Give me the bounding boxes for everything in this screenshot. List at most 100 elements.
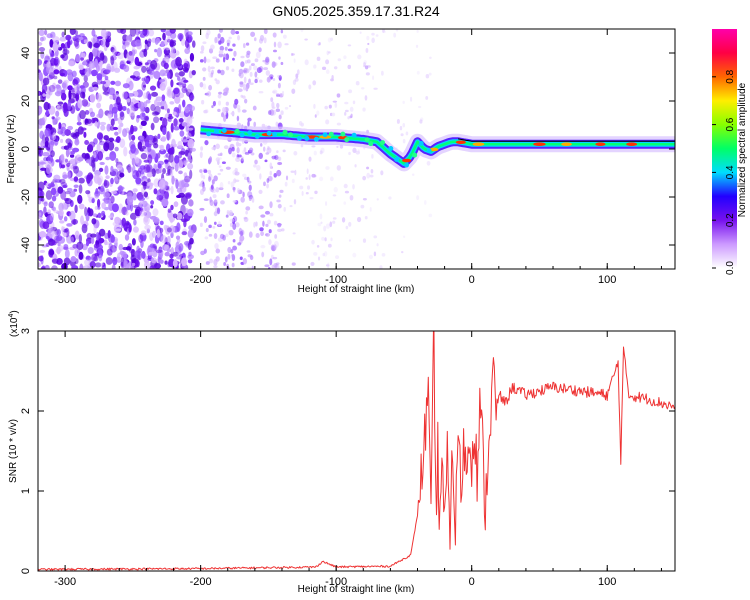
spectrogram-noise-blob <box>362 238 367 243</box>
spectrogram-noise-blob <box>74 138 80 146</box>
spectrogram-noise-blob <box>134 56 140 66</box>
spectrogram-noise-blob <box>187 208 194 217</box>
spectrogram-noise-blob <box>137 101 145 110</box>
spectrogram-noise-blob <box>222 234 226 241</box>
spectrogram-noise-blob <box>227 181 231 185</box>
spectrogram-noise-blob <box>127 163 132 174</box>
spectrogram-noise-blob <box>176 187 183 193</box>
spectrogram-noise-blob <box>212 56 218 60</box>
spectrogram-noise-blob <box>187 127 194 131</box>
spectrogram-noise-blob <box>112 49 117 56</box>
spectrogram-noise-blob <box>166 91 175 98</box>
spectrogram-noise-blob <box>225 66 230 71</box>
spectrogram-noise-blob <box>144 224 151 231</box>
spectrogram-noise-blob <box>343 55 347 60</box>
spectrogram-noise-blob <box>41 117 46 126</box>
spectrogram-noise-blob <box>278 75 282 81</box>
spectrogram-noise-blob <box>333 66 338 70</box>
spectrogram-noise-blob <box>291 178 295 184</box>
spectrogram-noise-blob <box>272 77 276 81</box>
spectrogram-noise-blob <box>218 29 223 33</box>
spectrogram-noise-blob <box>212 188 217 194</box>
spectrogram-noise-blob <box>245 86 249 92</box>
spectrogram-noise-blob <box>155 96 163 102</box>
spectrogram-noise-blob <box>83 220 89 225</box>
spectrogram-noise-blob <box>292 232 296 235</box>
spectrogram-noise-blob <box>359 31 362 35</box>
spectrogram-noise-blob <box>188 130 194 137</box>
spectrogram-noise-blob <box>348 221 352 227</box>
spectrogram-noise-blob <box>124 234 130 241</box>
spectrogram-noise-blob <box>213 175 218 182</box>
spectrogram-noise-blob <box>133 65 140 70</box>
spectrogram-noise-blob <box>119 111 125 121</box>
spectrogram-noise-blob <box>102 91 110 95</box>
snr-y-tick-label: 2 <box>20 408 32 414</box>
spectrogram-noise-blob <box>107 110 113 115</box>
colorbar-tick-label: 0.2 <box>725 213 736 227</box>
snr-axes: -300 -200 -100 0 100 0 1 2 3 <box>20 328 675 588</box>
spectrogram-noise-blob <box>99 121 107 126</box>
spectrogram-noise-blob <box>161 198 169 207</box>
spectrogram-noise-blob <box>236 147 240 154</box>
spectrogram-noise-blob <box>55 159 61 163</box>
spectrogram-noise-blob <box>85 118 92 124</box>
spectrogram-noise-blob <box>373 235 378 239</box>
spectrogram-noise-blob <box>134 208 140 217</box>
snr-x-tick-label: 0 <box>469 576 475 588</box>
spectrogram-noise-blob <box>148 69 155 75</box>
spectrogram-noise-blob <box>369 174 374 178</box>
spectrogram-noise-blob <box>393 32 397 38</box>
spectrogram-noise-blob <box>332 100 338 103</box>
spectrogram-noise-blob <box>255 51 261 59</box>
spectrogram-noise-blob <box>201 251 205 254</box>
spectrogram-noise-blob <box>175 194 182 199</box>
spectrogram-noise-blob <box>176 212 183 220</box>
spectrogram-noise-blob <box>60 92 67 101</box>
spectrogram-noise-blob <box>39 130 45 140</box>
spectrogram-noise-blob <box>57 101 64 105</box>
spectrogram-noise-blob <box>177 251 182 260</box>
spectrogram-noise-blob <box>330 37 334 41</box>
spectrogram-noise-blob <box>88 141 96 148</box>
spectrogram-noise-blob <box>184 175 191 183</box>
spectrogram-noise-blob <box>172 259 178 268</box>
spectrogram-noise-blob <box>85 240 90 247</box>
spectrogram-noise-blob <box>165 172 170 177</box>
spectrogram-noise-blob <box>248 196 252 201</box>
spectrogram-noise-blob <box>44 127 51 137</box>
spectrogram-noise-blob <box>401 251 404 254</box>
spectrogram-noise-blob <box>152 208 159 217</box>
spectrogram-noise-blob <box>269 109 275 116</box>
spectrogram-noise-blob <box>369 206 372 212</box>
spectrogram-noise-blob <box>38 255 44 262</box>
spectrogram-noise-blob <box>356 216 362 223</box>
spectrogram-noise-blob <box>38 47 46 52</box>
spectrogram-noise-blob <box>205 228 209 233</box>
spectrogram-noise-blob <box>245 210 248 215</box>
ridge-peak-spot <box>626 142 638 146</box>
spectrogram-noise-blob <box>110 195 115 204</box>
spectrogram-noise-blob <box>101 38 106 48</box>
spectrogram-noise-blob <box>218 100 222 106</box>
spectrogram-noise-blob <box>110 234 115 243</box>
spectrogram-noise-blob <box>43 101 50 111</box>
ridge-blob <box>364 137 370 143</box>
spectrogram-noise-blob <box>174 72 179 78</box>
spectrogram-noise-blob <box>241 156 244 161</box>
spectrogram-noise-blob <box>402 138 406 144</box>
spectrogram-noise-blob <box>230 112 234 115</box>
spectrogram-noise-blob <box>96 143 101 152</box>
spectrogram-noise-blob <box>81 99 89 107</box>
spectrogram-noise-blob <box>269 258 273 266</box>
spectrogram-noise-blob <box>105 30 111 37</box>
spectrogram-noise-blob <box>215 256 220 262</box>
spectrogram-noise-blob <box>159 79 163 83</box>
spectrogram-noise-blob <box>273 220 278 226</box>
spectrogram-noise-blob <box>134 39 142 47</box>
spectrogram-noise-blob <box>200 45 205 52</box>
spectrogram-noise-blob <box>147 144 152 153</box>
spectrogram-noise-blob <box>280 61 284 66</box>
spectrogram-noise-blob <box>268 239 272 245</box>
